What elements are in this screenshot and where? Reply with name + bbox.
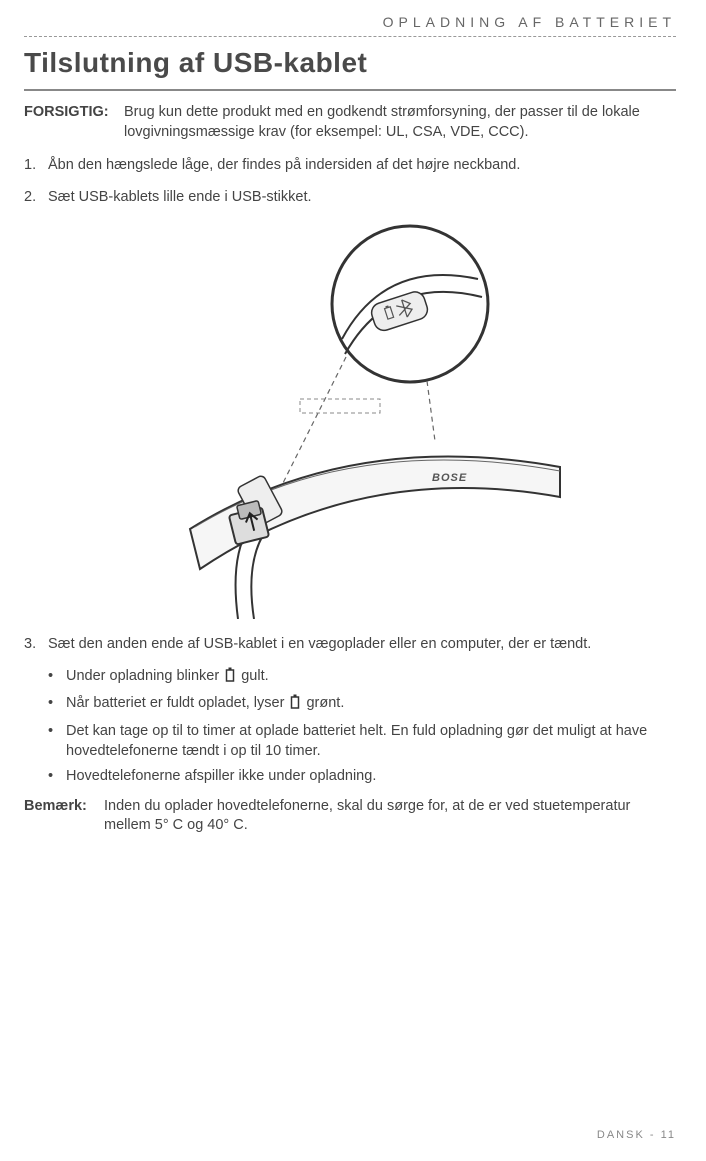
step-1: 1. Åbn den hængslede låge, der findes på… <box>24 156 676 176</box>
caution-block: FORSIGTIG: Brug kun dette produkt med en… <box>24 103 676 142</box>
battery-icon <box>225 667 235 689</box>
bullet-1-pre: Under opladning blinker <box>66 668 223 684</box>
step-2-text: Sæt USB-kablets lille ende i USB-stikket… <box>48 188 676 208</box>
main-heading: Tilslutning af USB-kablet <box>24 47 676 79</box>
step-3: 3. Sæt den anden ende af USB-kablet i en… <box>24 635 676 655</box>
bullet-2-text: Når batteriet er fuldt opladet, lyser gr… <box>66 694 676 716</box>
step-1-text: Åbn den hængslede låge, der findes på in… <box>48 156 676 176</box>
bullet-1-text: Under opladning blinker gult. <box>66 667 676 689</box>
usb-neckband-figure: BOSE <box>130 219 570 619</box>
bullet-dot-icon: • <box>48 722 66 761</box>
note-label: Bemærk: <box>24 797 104 836</box>
bullet-2-pre: Når batteriet er fuldt opladet, lyser <box>66 695 288 711</box>
bullet-dot-icon: • <box>48 694 66 716</box>
caution-label: FORSIGTIG: <box>24 103 124 142</box>
heading-underline <box>24 89 676 91</box>
bose-logo: BOSE <box>432 472 467 484</box>
page-footer: DANSK - 11 <box>597 1129 676 1141</box>
bullet-1: • Under opladning blinker gult. <box>48 667 676 689</box>
bullet-dot-icon: • <box>48 767 66 787</box>
figure-container: BOSE <box>24 219 676 619</box>
caution-text: Brug kun dette produkt med en godkendt s… <box>124 103 676 142</box>
dashed-divider <box>24 36 676 37</box>
bullet-3: • Det kan tage op til to timer at oplade… <box>48 722 676 761</box>
battery-icon <box>290 694 300 716</box>
step-1-num: 1. <box>24 156 48 176</box>
note-text: Inden du oplader hovedtelefonerne, skal … <box>104 797 676 836</box>
step-3-text: Sæt den anden ende af USB-kablet i en væ… <box>48 635 676 655</box>
step-3-num: 3. <box>24 635 48 655</box>
step-2: 2. Sæt USB-kablets lille ende i USB-stik… <box>24 188 676 208</box>
note-block: Bemærk: Inden du oplader hovedtelefonern… <box>24 797 676 836</box>
section-header: OPLADNING AF BATTERIET <box>24 14 676 30</box>
bullet-4: • Hovedtelefonerne afspiller ikke under … <box>48 767 676 787</box>
bullet-dot-icon: • <box>48 667 66 689</box>
step-2-num: 2. <box>24 188 48 208</box>
bullet-1-post: gult. <box>241 668 268 684</box>
bullet-2: • Når batteriet er fuldt opladet, lyser … <box>48 694 676 716</box>
bullet-4-text: Hovedtelefonerne afspiller ikke under op… <box>66 767 676 787</box>
bullet-list: • Under opladning blinker gult. • Når ba… <box>48 667 676 787</box>
bullet-2-post: grønt. <box>306 695 344 711</box>
bullet-3-text: Det kan tage op til to timer at oplade b… <box>66 722 676 761</box>
